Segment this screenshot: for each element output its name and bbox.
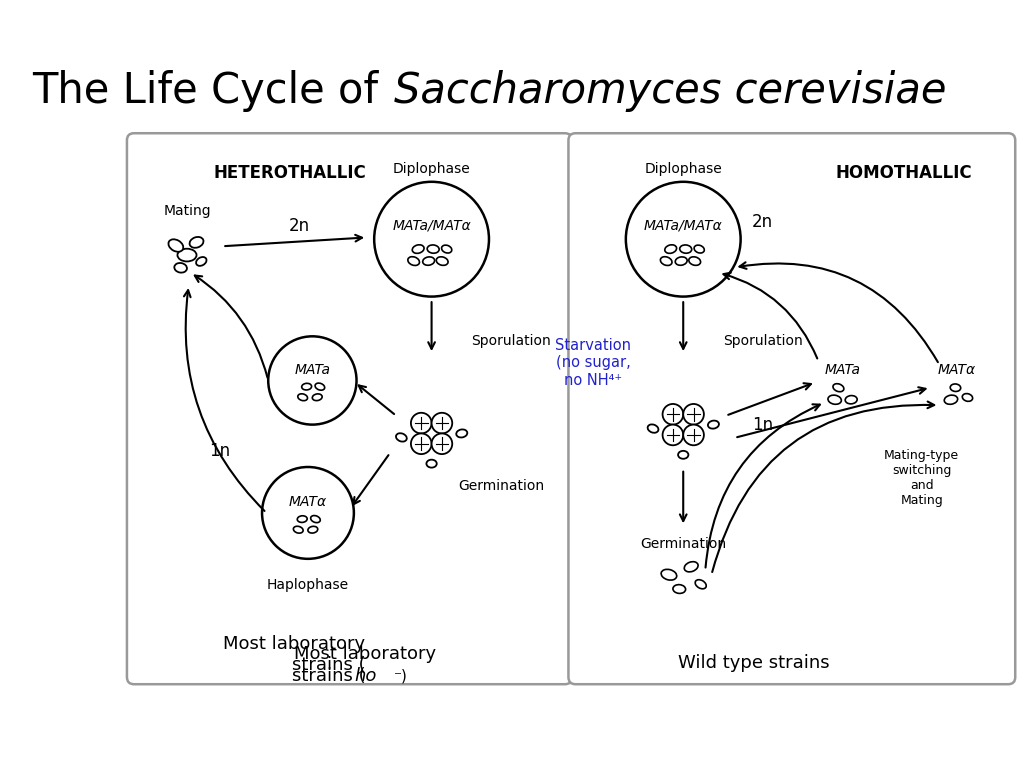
Text: MATa: MATa bbox=[824, 362, 860, 377]
Ellipse shape bbox=[665, 245, 677, 253]
Ellipse shape bbox=[423, 257, 434, 265]
Text: 1n: 1n bbox=[209, 442, 230, 460]
Circle shape bbox=[663, 425, 683, 445]
Text: ⁻): ⁻) bbox=[393, 669, 408, 684]
Ellipse shape bbox=[308, 526, 317, 533]
Text: 1n: 1n bbox=[753, 415, 773, 434]
Ellipse shape bbox=[441, 245, 452, 253]
Ellipse shape bbox=[845, 396, 857, 404]
Text: HOMOTHALLIC: HOMOTHALLIC bbox=[836, 164, 973, 182]
Text: ho: ho bbox=[354, 667, 377, 685]
Circle shape bbox=[683, 425, 703, 445]
Circle shape bbox=[663, 404, 683, 425]
Text: Sporulation: Sporulation bbox=[723, 334, 803, 348]
Ellipse shape bbox=[297, 516, 307, 522]
Text: Haplophase: Haplophase bbox=[267, 578, 349, 592]
Ellipse shape bbox=[408, 257, 420, 266]
Ellipse shape bbox=[312, 394, 323, 401]
Ellipse shape bbox=[833, 384, 844, 392]
Ellipse shape bbox=[944, 395, 957, 404]
Text: HETEROTHALLIC: HETEROTHALLIC bbox=[214, 164, 367, 182]
Ellipse shape bbox=[660, 257, 672, 266]
Text: MATa/MATα: MATa/MATα bbox=[644, 219, 723, 233]
Ellipse shape bbox=[950, 384, 961, 392]
Text: 2n: 2n bbox=[289, 217, 309, 235]
Ellipse shape bbox=[678, 451, 688, 458]
Circle shape bbox=[431, 412, 453, 433]
Text: MATa/MATα: MATa/MATα bbox=[392, 219, 471, 233]
Text: Diplophase: Diplophase bbox=[644, 161, 722, 176]
Text: 2n: 2n bbox=[753, 213, 773, 230]
Ellipse shape bbox=[662, 569, 677, 580]
Ellipse shape bbox=[189, 237, 204, 248]
Circle shape bbox=[411, 412, 431, 433]
Ellipse shape bbox=[413, 245, 424, 253]
Text: (no sugar,: (no sugar, bbox=[556, 356, 631, 370]
Text: no NH⁴⁺: no NH⁴⁺ bbox=[564, 373, 623, 388]
Text: The Life Cycle of: The Life Cycle of bbox=[33, 70, 392, 112]
Ellipse shape bbox=[293, 526, 303, 533]
Circle shape bbox=[431, 433, 453, 454]
Text: Germination: Germination bbox=[458, 479, 544, 493]
Ellipse shape bbox=[828, 395, 842, 404]
Circle shape bbox=[626, 182, 740, 296]
Text: strains (: strains ( bbox=[292, 667, 366, 685]
Ellipse shape bbox=[310, 515, 321, 523]
Circle shape bbox=[683, 404, 703, 425]
Ellipse shape bbox=[680, 245, 691, 253]
Ellipse shape bbox=[647, 425, 658, 433]
Circle shape bbox=[374, 182, 489, 296]
Text: Diplophase: Diplophase bbox=[392, 161, 470, 176]
Ellipse shape bbox=[708, 421, 719, 429]
Ellipse shape bbox=[196, 257, 207, 266]
Circle shape bbox=[262, 467, 354, 559]
Text: Most laboratory: Most laboratory bbox=[294, 645, 436, 664]
Ellipse shape bbox=[174, 263, 187, 273]
Ellipse shape bbox=[695, 580, 707, 589]
FancyBboxPatch shape bbox=[568, 133, 1015, 684]
Text: Most laboratory
strains (: Most laboratory strains ( bbox=[223, 635, 366, 674]
Ellipse shape bbox=[168, 240, 183, 252]
Ellipse shape bbox=[436, 257, 449, 266]
Text: Sporulation: Sporulation bbox=[471, 334, 551, 348]
Ellipse shape bbox=[694, 245, 705, 253]
Ellipse shape bbox=[689, 257, 700, 266]
Text: Mating: Mating bbox=[163, 204, 211, 218]
Ellipse shape bbox=[315, 383, 325, 390]
Text: Mating-type
switching
and
Mating: Mating-type switching and Mating bbox=[884, 449, 959, 507]
Ellipse shape bbox=[396, 433, 407, 442]
Ellipse shape bbox=[684, 561, 698, 572]
Ellipse shape bbox=[673, 584, 686, 594]
Text: Germination: Germination bbox=[640, 537, 726, 551]
Ellipse shape bbox=[302, 383, 311, 390]
Text: MATα: MATα bbox=[289, 495, 327, 509]
Ellipse shape bbox=[426, 460, 437, 468]
Ellipse shape bbox=[675, 257, 687, 265]
Ellipse shape bbox=[963, 393, 973, 402]
Text: Starvation: Starvation bbox=[555, 338, 631, 353]
Text: Wild type strains: Wild type strains bbox=[678, 654, 829, 672]
Ellipse shape bbox=[298, 394, 307, 401]
Ellipse shape bbox=[427, 245, 439, 253]
Text: Saccharomyces cerevisiae: Saccharomyces cerevisiae bbox=[393, 70, 946, 112]
Text: MATα: MATα bbox=[938, 362, 976, 377]
Circle shape bbox=[268, 336, 356, 425]
Text: MATa: MATa bbox=[294, 362, 331, 377]
Circle shape bbox=[411, 433, 431, 454]
Ellipse shape bbox=[177, 249, 197, 261]
Ellipse shape bbox=[457, 429, 467, 438]
FancyBboxPatch shape bbox=[127, 133, 572, 684]
